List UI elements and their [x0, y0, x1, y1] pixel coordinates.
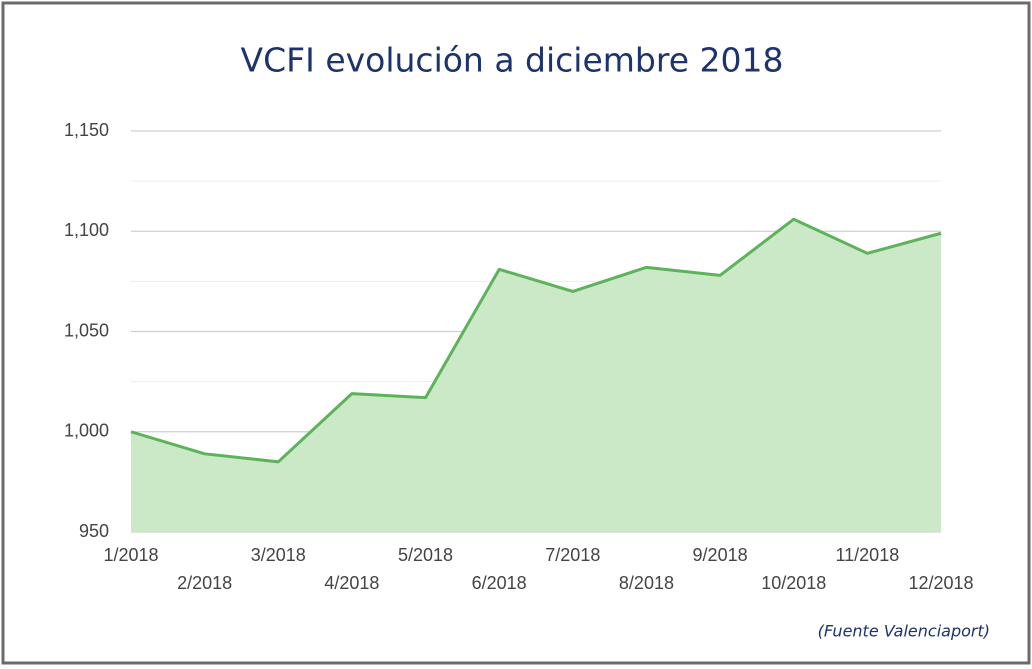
- x-tick-label: 12/2018: [908, 573, 973, 593]
- y-tick-label: 1,100: [64, 220, 109, 240]
- x-tick-label: 1/2018: [103, 545, 158, 565]
- x-tick-label: 3/2018: [251, 545, 306, 565]
- x-tick-label: 7/2018: [545, 545, 600, 565]
- x-tick-label: 4/2018: [324, 573, 379, 593]
- x-tick-label: 9/2018: [693, 545, 748, 565]
- chart-title: VCFI evolución a diciembre 2018: [241, 41, 784, 80]
- x-tick-label: 5/2018: [398, 545, 453, 565]
- x-tick-label: 11/2018: [835, 545, 899, 565]
- x-tick-label: 6/2018: [472, 573, 527, 593]
- y-tick-label: 1,150: [64, 120, 109, 140]
- source-note: (Fuente Valenciaport): [818, 622, 990, 641]
- area-fill: [131, 219, 941, 532]
- x-tick-label: 8/2018: [619, 573, 674, 593]
- y-tick-label: 1,000: [64, 421, 109, 441]
- x-tick-label: 2/2018: [177, 573, 232, 593]
- x-tick-label: 10/2018: [761, 573, 826, 593]
- area-line: [130, 217, 942, 464]
- y-tick-label: 1,050: [64, 320, 109, 340]
- y-tick-label: 950: [79, 521, 109, 541]
